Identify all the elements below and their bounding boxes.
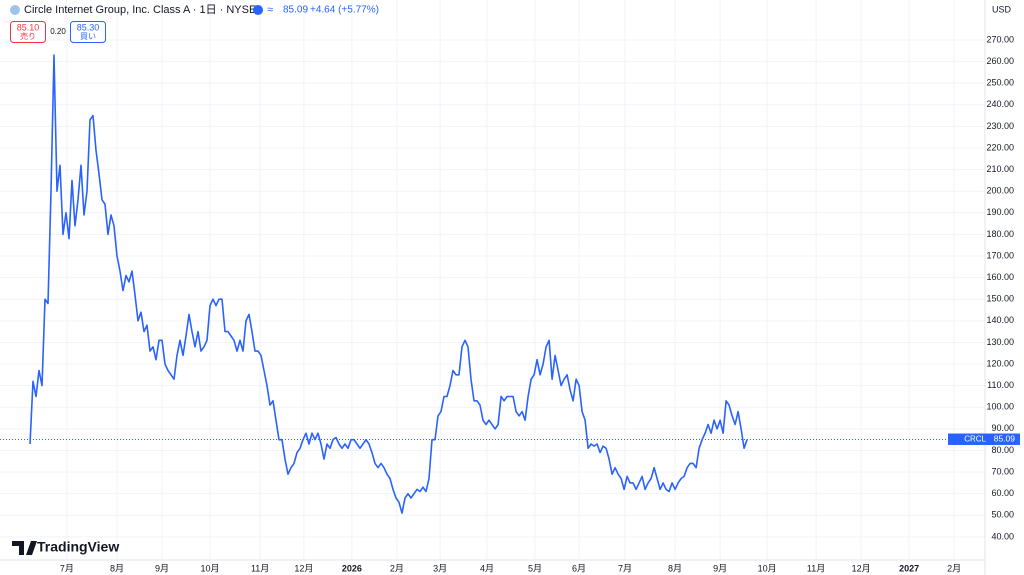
y-tick-label: 250.00 <box>986 78 1014 88</box>
y-tick-label: 270.00 <box>986 34 1014 44</box>
x-tick-label: 10月 <box>758 563 777 573</box>
x-tick-label: 11月 <box>251 563 269 573</box>
x-tick-label: 8月 <box>110 563 124 573</box>
x-tick-label: 11月 <box>807 563 825 573</box>
sell-price: 85.10 <box>17 22 40 32</box>
brand-icon <box>12 541 37 555</box>
buy-button[interactable] <box>70 21 106 43</box>
y-tick-label: 230.00 <box>986 121 1014 131</box>
x-tick-label: 7月 <box>618 563 632 573</box>
symbol-title[interactable]: Circle Internet Group, Inc. Class A · 1日… <box>24 4 256 16</box>
price-line <box>29 54 748 514</box>
brand-name: TradingView <box>37 539 119 555</box>
x-tick-label: 3月 <box>433 563 447 573</box>
y-tick-label: 130.00 <box>986 337 1014 347</box>
x-tick-label: 5月 <box>528 563 542 573</box>
buy-label: 買い <box>80 32 96 41</box>
x-tick-label: 2027 <box>899 563 919 573</box>
x-tick-label: 7月 <box>60 563 74 573</box>
x-tick-label: 8月 <box>668 563 682 573</box>
approx-icon: ≈ <box>267 4 273 16</box>
x-tick-label: 6月 <box>572 563 586 573</box>
sell-label: 売り <box>20 31 36 41</box>
x-tick-label: 2月 <box>390 563 404 573</box>
y-tick-label: 160.00 <box>986 272 1014 282</box>
spread: 0.20 <box>50 27 66 36</box>
y-tick-label: 210.00 <box>986 164 1014 174</box>
x-tick-label: 9月 <box>713 563 727 573</box>
x-tick-label: 9月 <box>155 563 169 573</box>
y-tick-label: 90.00 <box>991 423 1014 433</box>
price-label: CRCL 85.09 <box>948 434 1020 445</box>
y-tick-label: 260.00 <box>986 56 1014 66</box>
y-tick-label: 200.00 <box>986 186 1014 196</box>
y-tick-label: 60.00 <box>991 488 1014 498</box>
y-tick-label: 70.00 <box>991 466 1014 476</box>
y-tick-label: 100.00 <box>986 402 1014 412</box>
y-tick-label: 80.00 <box>991 445 1014 455</box>
y-tick-label: 110.00 <box>987 380 1014 390</box>
price-label-value: 85.09 <box>994 434 1016 444</box>
sell-button[interactable] <box>10 21 46 43</box>
session-icon <box>253 5 263 15</box>
last-price: 85.09 <box>283 5 308 16</box>
y-tick-label: 40.00 <box>991 531 1014 541</box>
y-tick-label: 150.00 <box>986 294 1014 304</box>
x-tick-label: 4月 <box>480 563 494 573</box>
x-tick-label: 10月 <box>201 563 220 573</box>
y-tick-label: 220.00 <box>986 142 1014 152</box>
price-change: +4.64 (+5.77%) <box>310 5 379 16</box>
x-tick-label: 12月 <box>294 563 313 573</box>
y-tick-label: 120.00 <box>986 358 1014 368</box>
x-tick-label: 2026 <box>342 563 362 573</box>
x-tick-label: 2月 <box>947 563 961 573</box>
y-tick-label: 170.00 <box>986 250 1014 260</box>
y-tick-label: 240.00 <box>986 99 1014 109</box>
buy-price: 85.30 <box>77 22 100 32</box>
x-tick-label: 12月 <box>852 563 871 573</box>
y-tick-label: 140.00 <box>986 315 1014 325</box>
price-label-name: CRCL <box>964 435 986 444</box>
currency[interactable]: USD <box>992 4 1012 14</box>
y-tick-label: 190.00 <box>986 207 1014 217</box>
symbol-icon <box>10 5 20 15</box>
y-tick-label: 180.00 <box>986 229 1014 239</box>
brand-logo[interactable]: TradingView <box>12 539 119 555</box>
y-tick-label: 50.00 <box>991 510 1014 520</box>
price-label-box <box>948 433 1020 445</box>
